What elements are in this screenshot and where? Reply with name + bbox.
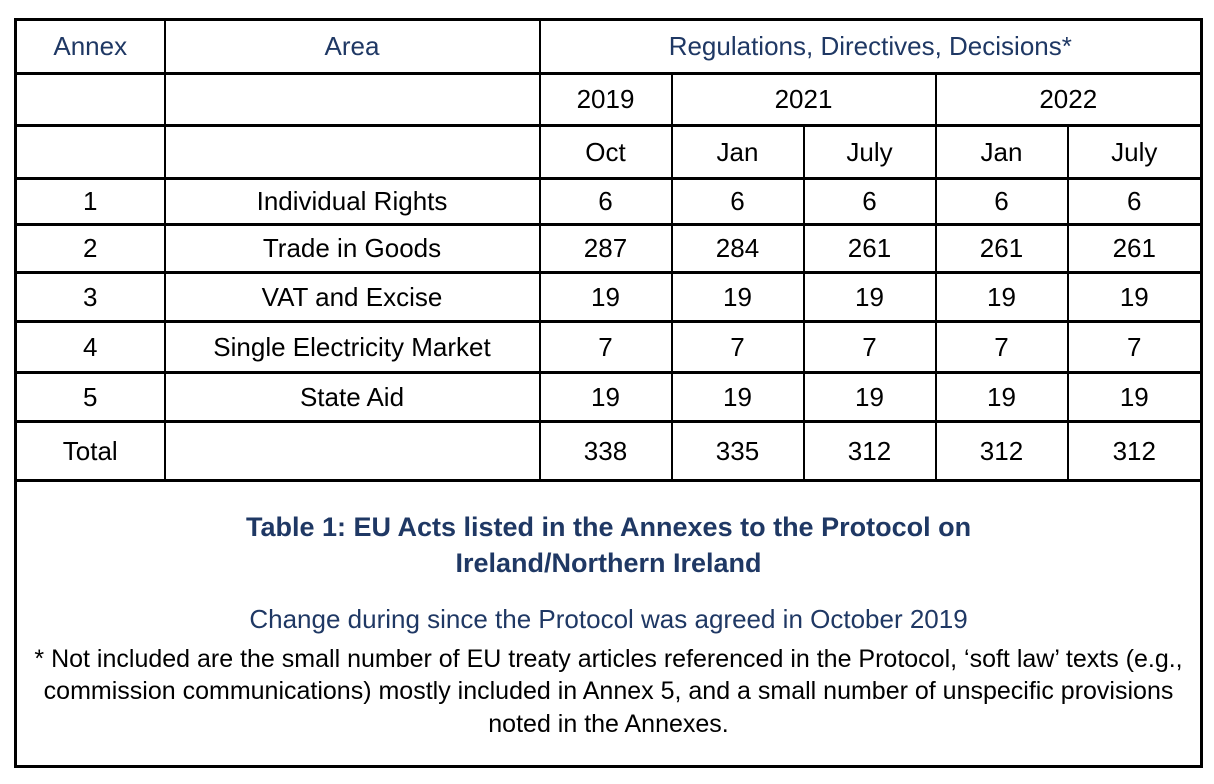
header-area: Area bbox=[163, 18, 541, 75]
header-annex: Annex bbox=[14, 18, 166, 75]
table-subtitle: Change during since the Protocol was agr… bbox=[249, 603, 968, 634]
annex-number-cell: 5 bbox=[14, 371, 166, 423]
value-cell: 261 bbox=[1066, 223, 1203, 274]
area-cell: VAT and Excise bbox=[163, 271, 541, 323]
table-row-annex-3: 3 VAT and Excise 19 19 19 19 19 bbox=[14, 271, 1203, 323]
value-cell: 19 bbox=[802, 371, 937, 423]
eu-acts-table: Annex Area Regulations, Directives, Deci… bbox=[14, 18, 1204, 768]
year-2021-cell: 2021 bbox=[670, 72, 937, 127]
value-cell: 6 bbox=[538, 177, 673, 226]
empty-cell bbox=[14, 124, 166, 180]
header-regulations: Regulations, Directives, Decisions* bbox=[538, 18, 1203, 75]
value-cell: 6 bbox=[1066, 177, 1203, 226]
empty-cell bbox=[14, 72, 166, 127]
area-cell: Single Electricity Market bbox=[163, 320, 541, 374]
total-row: Total 338 335 312 312 312 bbox=[14, 420, 1203, 482]
area-cell: Individual Rights bbox=[163, 177, 541, 226]
value-cell: 19 bbox=[670, 371, 805, 423]
value-cell: 19 bbox=[802, 271, 937, 323]
area-cell: State Aid bbox=[163, 371, 541, 423]
value-cell: 6 bbox=[670, 177, 805, 226]
month-july-2021-cell: July bbox=[802, 124, 937, 180]
total-value-cell: 312 bbox=[934, 420, 1069, 482]
months-row: Oct Jan July Jan July bbox=[14, 124, 1203, 180]
years-row: 2019 2021 2022 bbox=[14, 72, 1203, 127]
total-value-cell: 312 bbox=[1066, 420, 1203, 482]
value-cell: 19 bbox=[538, 271, 673, 323]
month-oct-2019-cell: Oct bbox=[538, 124, 673, 180]
value-cell: 19 bbox=[934, 371, 1069, 423]
total-value-cell: 312 bbox=[802, 420, 937, 482]
footer-row: Table 1: EU Acts listed in the Annexes t… bbox=[14, 479, 1203, 768]
header-row: Annex Area Regulations, Directives, Deci… bbox=[14, 18, 1203, 75]
value-cell: 284 bbox=[670, 223, 805, 274]
value-cell: 287 bbox=[538, 223, 673, 274]
table-row-annex-2: 2 Trade in Goods 287 284 261 261 261 bbox=[14, 223, 1203, 274]
value-cell: 19 bbox=[1066, 271, 1203, 323]
table-caption-line2: Ireland/Northern Ireland bbox=[455, 548, 762, 579]
area-cell: Trade in Goods bbox=[163, 223, 541, 274]
value-cell: 6 bbox=[802, 177, 937, 226]
value-cell: 261 bbox=[802, 223, 937, 274]
year-2022-cell: 2022 bbox=[934, 72, 1203, 127]
empty-cell bbox=[163, 420, 541, 482]
month-jan-2021-cell: Jan bbox=[670, 124, 805, 180]
empty-cell bbox=[163, 72, 541, 127]
value-cell: 19 bbox=[1066, 371, 1203, 423]
table-footnote: * Not included are the small number of E… bbox=[34, 644, 1183, 738]
table-caption: Table 1: EU Acts listed in the Annexes t… bbox=[18, 509, 1200, 582]
value-cell: 261 bbox=[934, 223, 1069, 274]
table-caption-line1: Table 1: EU Acts listed in the Annexes t… bbox=[245, 511, 972, 542]
value-cell: 7 bbox=[1066, 320, 1203, 374]
month-jan-2022-cell: Jan bbox=[934, 124, 1069, 180]
total-value-cell: 338 bbox=[538, 420, 673, 482]
total-value-cell: 335 bbox=[670, 420, 805, 482]
annex-number-cell: 3 bbox=[14, 271, 166, 323]
total-label: Total bbox=[14, 420, 166, 482]
footer-cell: Table 1: EU Acts listed in the Annexes t… bbox=[14, 479, 1203, 768]
table-row-annex-5: 5 State Aid 19 19 19 19 19 bbox=[14, 371, 1203, 423]
table-row-annex-4: 4 Single Electricity Market 7 7 7 7 7 bbox=[14, 320, 1203, 374]
annex-number-cell: 4 bbox=[14, 320, 166, 374]
annex-number-cell: 2 bbox=[14, 223, 166, 274]
month-july-2022-cell: July bbox=[1066, 124, 1203, 180]
value-cell: 7 bbox=[934, 320, 1069, 374]
empty-cell bbox=[163, 124, 541, 180]
value-cell: 7 bbox=[670, 320, 805, 374]
table-row-annex-1: 1 Individual Rights 6 6 6 6 6 bbox=[14, 177, 1203, 226]
value-cell: 6 bbox=[934, 177, 1069, 226]
value-cell: 19 bbox=[670, 271, 805, 323]
value-cell: 7 bbox=[802, 320, 937, 374]
value-cell: 19 bbox=[934, 271, 1069, 323]
value-cell: 19 bbox=[538, 371, 673, 423]
year-2019-cell: 2019 bbox=[538, 72, 673, 127]
value-cell: 7 bbox=[538, 320, 673, 374]
annex-number-cell: 1 bbox=[14, 177, 166, 226]
